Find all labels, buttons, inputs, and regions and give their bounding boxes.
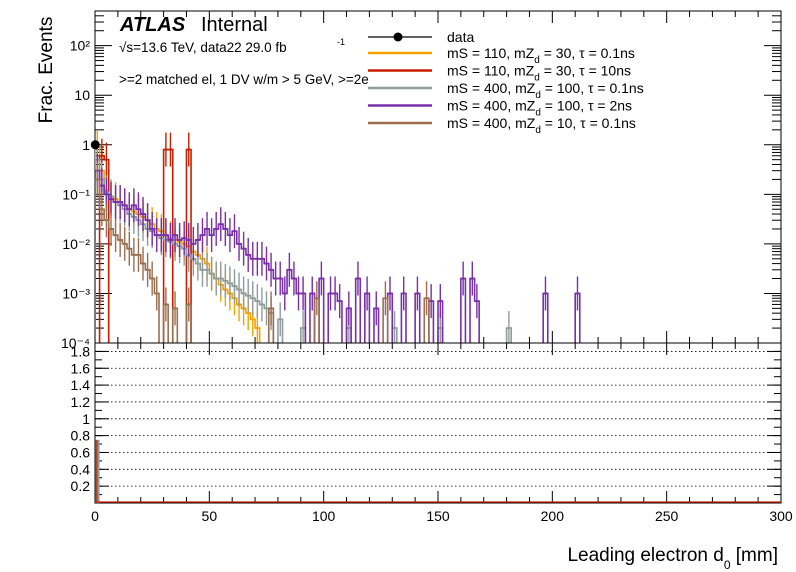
y-tick-label: 1 xyxy=(82,137,90,153)
legend-label: mS = 400, mZd = 10, τ = 0.1ns xyxy=(447,115,636,136)
ratio-y-tick-label: 1 xyxy=(82,411,90,427)
x-tick-label: 250 xyxy=(655,508,679,524)
data-point xyxy=(90,140,100,150)
y-tick-label: 10⁻⁴ xyxy=(61,335,90,351)
legend-label: mS = 110, mZd = 30, τ = 10ns xyxy=(447,63,631,84)
x-tick-label: 50 xyxy=(202,508,218,524)
histogram-outline xyxy=(95,169,581,343)
legend-label: mS = 110, mZd = 30, τ = 0.1ns xyxy=(447,45,635,66)
x-tick-label: 0 xyxy=(91,508,99,524)
lumi-exponent: -1 xyxy=(337,37,345,47)
atlas-label: ATLAS xyxy=(119,14,186,36)
ratio-y-tick-label: 1.2 xyxy=(71,394,91,410)
atlas-status-label: Internal xyxy=(201,14,268,36)
ratio-y-tick-label: 0.2 xyxy=(71,478,91,494)
ratio-y-tick-label: 0.4 xyxy=(71,461,91,477)
main-plot: 10⁻⁴ 10⁻³ 10⁻² 10⁻¹ 1 10 10² xyxy=(61,10,782,351)
legend-label: mS = 400, mZd = 100, τ = 0.1ns xyxy=(447,80,644,101)
ratio-plot: 0.20.40.60.811.21.41.61.8 0 50 100 150 200 250… xyxy=(71,342,793,524)
ratio-y-tick-label: 0.6 xyxy=(71,444,91,460)
energy-lumi-label: √s=13.6 TeV, data22 29.0 fb xyxy=(119,40,287,55)
ratio-y-tick-label: 0.8 xyxy=(71,428,91,444)
legend-label: mS = 400, mZd = 100, τ = 2ns xyxy=(447,98,632,119)
ratio-plot-frame xyxy=(94,342,782,504)
ratio-y-tick-label: 1.8 xyxy=(71,343,91,359)
y-tick-label: 10⁻³ xyxy=(62,285,90,301)
histogram-outline xyxy=(95,178,430,343)
x-tick-label: 150 xyxy=(426,508,450,524)
x-tick-label: 100 xyxy=(312,508,336,524)
y-axis-label: Frac. Events xyxy=(36,17,57,124)
legend-data-marker xyxy=(393,32,403,42)
series-4 xyxy=(95,153,581,343)
histogram-outline xyxy=(95,158,512,343)
series-2 xyxy=(98,132,192,343)
x-tick-label: 300 xyxy=(769,508,793,524)
legend-data-label: data xyxy=(447,29,474,45)
y-tick-label: 10 xyxy=(74,87,90,103)
series-5 xyxy=(95,162,430,343)
main-plot-frame xyxy=(94,10,782,344)
histogram-group xyxy=(95,130,581,343)
ratio-y-tick-label: 1.4 xyxy=(71,377,91,393)
x-tick-label: 200 xyxy=(541,508,565,524)
x-axis-label: Leading electron d0 [mm] xyxy=(567,545,778,572)
y-tick-label: 10⁻¹ xyxy=(62,186,90,202)
selection-label: >=2 matched el, 1 DV w/m > 5 GeV, >=2e xyxy=(119,72,369,87)
y-tick-label: 10⁻² xyxy=(62,236,90,252)
ratio-y-tick-label: 1.6 xyxy=(71,360,91,376)
y-tick-label: 10² xyxy=(70,38,91,54)
